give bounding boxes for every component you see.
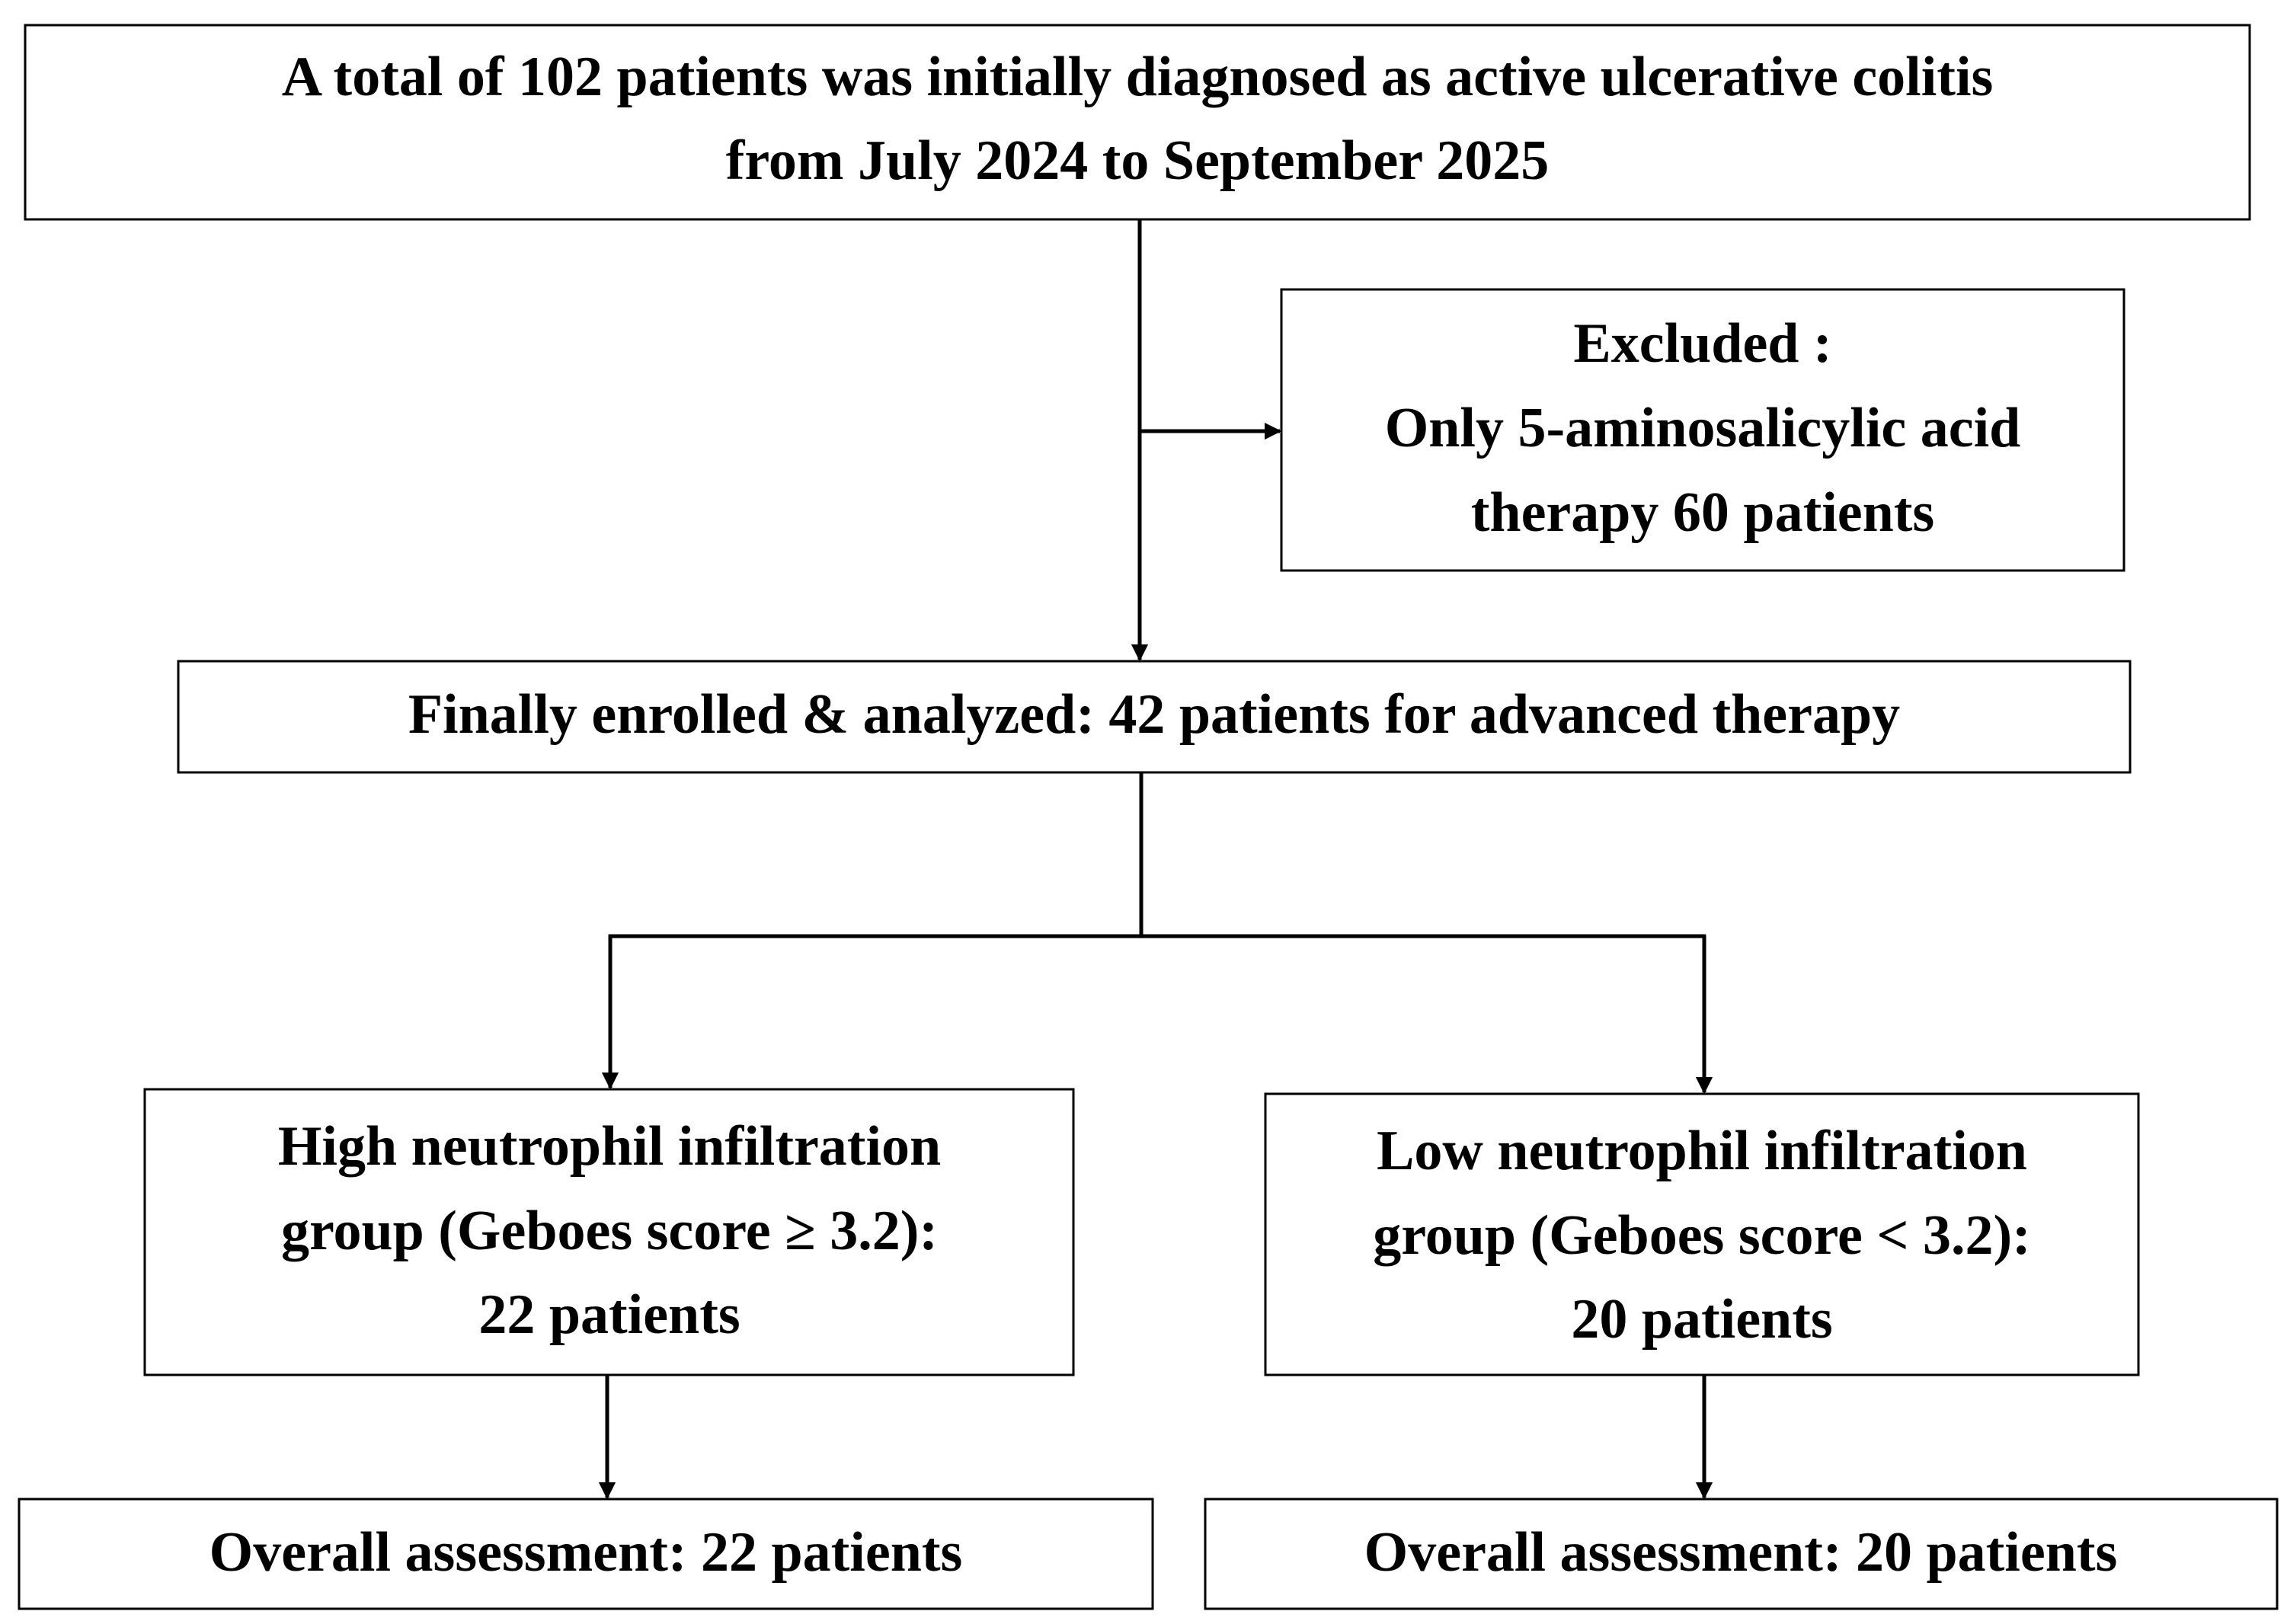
- node-text: Excluded :: [1573, 312, 1831, 375]
- node: Low neutrophil infiltration group (Geboe…: [1264, 1092, 2140, 1376]
- node-text: Only 5-aminosalicylic acid: [1385, 397, 2021, 459]
- node: Overall assessment: 20 patients: [1204, 1498, 2279, 1610]
- node: A total of 102 patients was initially di…: [24, 24, 2251, 221]
- box: [1204, 1498, 2279, 1610]
- box: [143, 1088, 1075, 1376]
- node-text: Overall assessment: 20 patients: [1364, 1521, 2118, 1584]
- node-text: High neutrophil infiltration: [278, 1115, 941, 1178]
- box: [1280, 288, 2125, 572]
- node-text: 22 patients: [478, 1284, 740, 1346]
- box: [18, 1498, 1154, 1610]
- node-text: from July 2024 to September 2025: [726, 129, 1549, 192]
- connectors: [598, 219, 1713, 1500]
- box: [24, 24, 2251, 221]
- node-text: 20 patients: [1571, 1288, 1832, 1351]
- node-text: group (Geboes score ≥ 3.2):: [281, 1200, 938, 1262]
- node-text: group (Geboes score < 3.2):: [1373, 1204, 2031, 1267]
- node-text: Overall assessment: 22 patients: [210, 1521, 963, 1584]
- node-text: Finally enrolled & analyzed: 42 patients…: [408, 683, 1900, 746]
- node: High neutrophil infiltration group (Gebo…: [143, 1088, 1075, 1376]
- box: [177, 660, 2132, 774]
- node-text: A total of 102 patients was initially di…: [282, 46, 1994, 108]
- box: [1264, 1092, 2140, 1376]
- node-text: Low neutrophil infiltration: [1377, 1120, 2027, 1182]
- node: Excluded : Only 5-aminosalicylic acid th…: [1280, 288, 2125, 572]
- node: Finally enrolled & analyzed: 42 patients…: [177, 660, 2132, 774]
- node: Overall assessment: 22 patients: [18, 1498, 1154, 1610]
- node-text: therapy 60 patients: [1471, 481, 1934, 544]
